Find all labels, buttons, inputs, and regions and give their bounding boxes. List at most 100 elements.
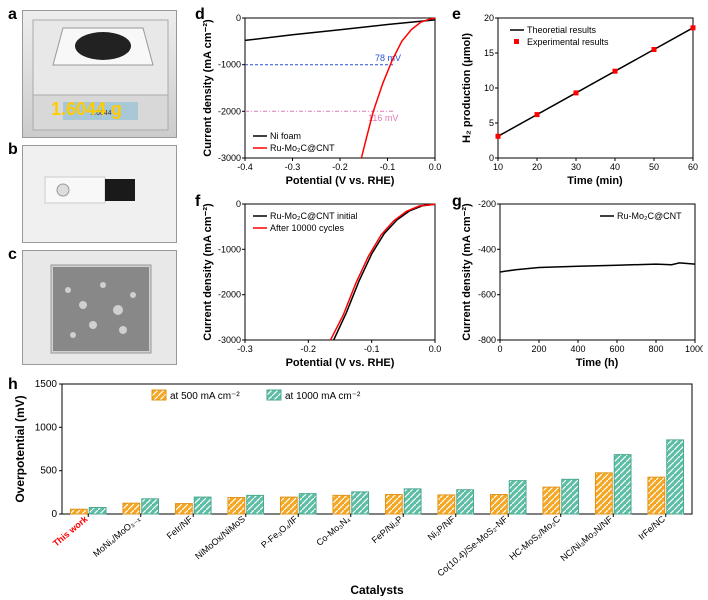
chart-d-legend-0: Ni foam <box>270 131 301 141</box>
bar-500 <box>333 495 350 514</box>
svg-text:-0.4: -0.4 <box>237 162 253 172</box>
svg-text:500: 500 <box>40 466 57 477</box>
bar-500 <box>385 495 402 515</box>
chart-g-ylabel: Current density (mA cm⁻²) <box>461 203 473 341</box>
panel-a-label: a <box>8 6 17 24</box>
bar-1000 <box>194 497 211 514</box>
svg-text:60: 60 <box>688 162 698 172</box>
svg-text:40: 40 <box>610 162 620 172</box>
svg-text:1500: 1500 <box>35 379 58 390</box>
panel-c-label: c <box>8 246 17 264</box>
svg-text:-400: -400 <box>478 244 496 254</box>
chart-f: 0 -1000 -2000 -3000 -0.3 -0.2 -0.1 0.0 P… <box>200 196 445 371</box>
svg-text:0: 0 <box>236 199 241 209</box>
svg-text:-0.2: -0.2 <box>332 162 348 172</box>
chart-d-xlabel: Potential (V vs. RHE) <box>286 175 395 187</box>
svg-text:0: 0 <box>51 509 57 520</box>
chart-d-legend-1: Ru-Mo₂C@CNT <box>270 143 335 153</box>
photo-b-electrode <box>22 145 177 243</box>
svg-text:-800: -800 <box>478 335 496 345</box>
svg-text:600: 600 <box>609 344 624 354</box>
chart-g: -200 -400 -600 -800 0 200 400 600 800 10… <box>458 196 703 371</box>
bar-500 <box>595 473 612 514</box>
bar-1000 <box>667 440 684 514</box>
category-label: IrFe/NC <box>636 514 667 542</box>
svg-text:0: 0 <box>236 13 241 23</box>
bar-1000 <box>614 455 631 514</box>
bar-500 <box>228 498 245 514</box>
svg-text:1000: 1000 <box>685 344 703 354</box>
svg-text:-1000: -1000 <box>218 60 241 70</box>
chart-d-anno-78: 78 mV <box>375 53 401 63</box>
svg-text:-1000: -1000 <box>218 244 241 254</box>
svg-text:20: 20 <box>532 162 542 172</box>
chart-h-plot: 0 500 1000 1500 Overpotential (mV) Catal… <box>13 379 692 596</box>
bar-1000 <box>247 495 264 514</box>
category-label: NiMoOx/NiMoS <box>193 514 247 562</box>
category-label: P-Fe₃O₄/IF <box>259 514 300 550</box>
chart-e-legend-0: Theoretial results <box>527 25 597 35</box>
svg-text:10: 10 <box>484 83 494 93</box>
svg-text:0.0: 0.0 <box>429 162 442 172</box>
svg-text:50: 50 <box>649 162 659 172</box>
panel-b-label: b <box>8 141 18 159</box>
svg-text:-0.3: -0.3 <box>237 344 253 354</box>
svg-text:-0.3: -0.3 <box>285 162 301 172</box>
bar-500 <box>438 495 455 514</box>
chart-e: 0 5 10 15 20 10 20 30 40 50 60 Time (min… <box>458 10 703 188</box>
bar-500 <box>543 487 560 514</box>
svg-text:20: 20 <box>484 13 494 23</box>
category-label: NC/Ni₃Mo₃N/NF <box>558 514 614 564</box>
bar-1000 <box>352 492 369 514</box>
bar-1000 <box>457 490 474 514</box>
svg-text:400: 400 <box>570 344 585 354</box>
svg-text:15: 15 <box>484 48 494 58</box>
category-label: MoNi₄/MoO₃₋ₓ <box>91 514 142 559</box>
chart-f-legend-1: After 10000 cycles <box>270 223 345 233</box>
chart-f-xlabel: Potential (V vs. RHE) <box>286 357 395 369</box>
chart-f-ylabel: Current density (mA cm⁻²) <box>202 203 214 341</box>
chart-h-ylabel: Overpotential (mV) <box>13 395 27 502</box>
chart-e-ylabel: H₂ production (μmol) <box>461 33 473 143</box>
svg-text:0: 0 <box>497 344 502 354</box>
bar-1000 <box>142 499 159 514</box>
category-label: FeIr/NF <box>165 514 195 542</box>
bar-1000 <box>509 481 526 514</box>
svg-text:200: 200 <box>531 344 546 354</box>
chart-e-legend-1: Experimental results <box>527 37 609 47</box>
chart-h-xlabel: Catalysts <box>350 583 404 596</box>
bar-500 <box>280 497 297 514</box>
svg-text:-0.1: -0.1 <box>364 344 380 354</box>
bar-1000 <box>299 494 316 514</box>
bar-1000 <box>404 489 421 514</box>
chart-d: 78 mV 116 mV 0 -1000 -2000 -3000 -0.4 -0… <box>200 10 445 188</box>
bar-500 <box>490 495 507 515</box>
photo-c-bubbles <box>22 250 177 365</box>
chart-h-legend-0: at 500 mA cm⁻² <box>170 391 240 402</box>
bar-1000 <box>562 479 579 514</box>
bar-1000 <box>89 508 106 515</box>
category-label: Ni₂P/NF <box>426 514 458 543</box>
svg-text:-200: -200 <box>478 199 496 209</box>
category-label: Co-Mo₃N₄ <box>314 514 352 548</box>
svg-text:5: 5 <box>489 118 494 128</box>
chart-f-legend-0: Ru-Mo₂C@CNT initial <box>270 211 357 221</box>
bar-500 <box>123 503 140 514</box>
svg-text:-2000: -2000 <box>218 106 241 116</box>
chart-h: 0 500 1000 1500 Overpotential (mV) Catal… <box>12 378 702 596</box>
svg-text:30: 30 <box>571 162 581 172</box>
category-label: FeP/Ni₂P <box>370 514 405 545</box>
svg-text:1000: 1000 <box>35 422 58 433</box>
chart-d-ylabel: Current density (mA cm⁻²) <box>202 19 214 157</box>
category-label: HC-MoS₂/Mo₂C <box>507 514 562 562</box>
svg-text:0.0: 0.0 <box>429 344 442 354</box>
bar-500 <box>175 504 192 514</box>
svg-text:10: 10 <box>493 162 503 172</box>
svg-text:-0.2: -0.2 <box>301 344 317 354</box>
chart-e-xlabel: Time (min) <box>567 175 623 187</box>
svg-text:-600: -600 <box>478 290 496 300</box>
svg-text:-0.1: -0.1 <box>380 162 396 172</box>
chart-g-legend-0: Ru-Mo₂C@CNT <box>617 211 682 221</box>
bar-500 <box>70 509 87 514</box>
chart-h-legend-1: at 1000 mA cm⁻² <box>285 391 361 402</box>
